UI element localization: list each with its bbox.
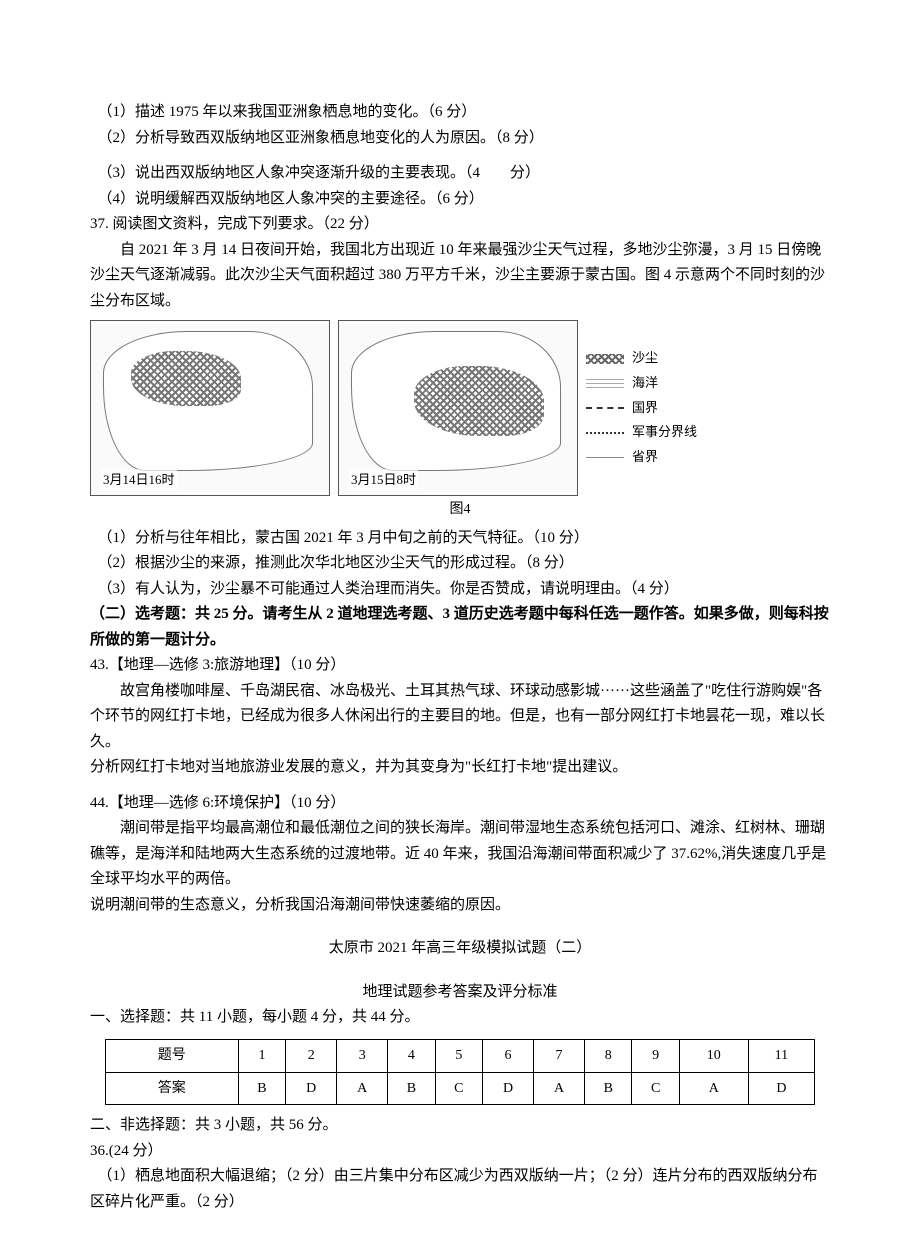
q43-task: 分析网红打卡地对当地旅游业发展的意义，并为其变身为"长红打卡地"提出建议。 — [90, 755, 830, 781]
q36-sub3: （3）说出西双版纳地区人象冲突逐渐升级的主要表现。（4 分） — [90, 161, 830, 187]
q37-sub1: （1）分析与往年相比，蒙古国 2021 年 3 月中旬之前的天气特征。（10 分… — [90, 526, 830, 552]
table-cell: D — [748, 1072, 815, 1105]
table-cell: 8 — [585, 1039, 632, 1072]
map-a: 3月14日16时 — [90, 320, 330, 496]
table-answer-label: 答案 — [105, 1072, 238, 1105]
q43-title: 43.【地理—选修 3:旅游地理】（10 分） — [90, 653, 830, 679]
answers-section-2: 二、非选择题：共 3 小题，共 56 分。 — [90, 1113, 830, 1139]
q44-para: 潮间带是指平均最高潮位和最低潮位之间的狭长海岸。潮间带湿地生态系统包括河口、滩涂… — [90, 816, 830, 893]
legend-dust-label: 沙尘 — [632, 346, 658, 371]
q37-title: 37. 阅读图文资料，完成下列要求。（22 分） — [90, 212, 830, 238]
table-cell: D — [483, 1072, 534, 1105]
table-cell: C — [435, 1072, 482, 1105]
table-cell: A — [534, 1072, 585, 1105]
table-cell: 5 — [435, 1039, 482, 1072]
legend-border-label: 国界 — [632, 396, 658, 421]
legend-border-icon — [586, 407, 624, 409]
table-row-answers: 答案 B D A B C D A B C A D — [105, 1072, 814, 1105]
table-row-header: 题号 1 2 3 4 5 6 7 8 9 10 11 — [105, 1039, 814, 1072]
q36-sub2: （2）分析导致西双版纳地区亚洲象栖息地变化的人为原因。（8 分） — [90, 126, 830, 152]
answers-section-1: 一、选择题：共 11 小题，每小题 4 分，共 44 分。 — [90, 1005, 830, 1031]
q36-sub1: （1）描述 1975 年以来我国亚洲象栖息地的变化。（6 分） — [90, 100, 830, 126]
q37-sub3: （3）有人认为，沙尘暴不可能通过人类治理而消失。你是否赞成，请说明理由。（4 分… — [90, 577, 830, 603]
answer-36-p1: （1）栖息地面积大幅退缩；（2 分）由三片集中分布区减少为西双版纳一片；（2 分… — [90, 1164, 830, 1215]
legend-province-icon — [586, 457, 624, 458]
table-cell: C — [632, 1072, 679, 1105]
legend-province-label: 省界 — [632, 445, 658, 470]
table-cell: B — [585, 1072, 632, 1105]
legend-sea-icon — [586, 378, 624, 388]
q43-para: 故宫角楼咖啡屋、千岛湖民宿、冰岛极光、土耳其热气球、环球动感影城······这些… — [90, 679, 830, 756]
table-cell: 4 — [388, 1039, 435, 1072]
map-b: 3月15日8时 — [338, 320, 578, 496]
legend-dust-icon — [586, 354, 624, 364]
q36-sub4: （4）说明缓解西双版纳地区人象冲突的主要途径。（6 分） — [90, 187, 830, 213]
table-cell: A — [679, 1072, 748, 1105]
figure-caption: 图4 — [90, 498, 830, 522]
q37-para1: 自 2021 年 3 月 14 日夜间开始，我国北方出现近 10 年来最强沙尘天… — [90, 238, 830, 315]
table-cell: 6 — [483, 1039, 534, 1072]
q44-task: 说明潮间带的生态意义，分析我国沿海潮间带快速萎缩的原因。 — [90, 893, 830, 919]
table-cell: 3 — [337, 1039, 388, 1072]
table-cell: A — [337, 1072, 388, 1105]
table-cell: 1 — [238, 1039, 285, 1072]
q44-title: 44.【地理—选修 6:环境保护】（10 分） — [90, 791, 830, 817]
table-cell: 2 — [286, 1039, 337, 1072]
answers-title-1: 太原市 2021 年高三年级模拟试题（二） — [90, 936, 830, 962]
map-legend: 沙尘 海洋 国界 军事分界线 省界 — [586, 346, 697, 469]
legend-mline-label: 军事分界线 — [632, 420, 697, 445]
map-a-label: 3月14日16时 — [101, 469, 177, 491]
table-cell: B — [388, 1072, 435, 1105]
table-cell: 10 — [679, 1039, 748, 1072]
answer-36-title: 36.(24 分） — [90, 1139, 830, 1165]
table-cell: D — [286, 1072, 337, 1105]
optional-questions-title: （二）选考题：共 25 分。请考生从 2 道地理选考题、3 道历史选考题中每科任… — [90, 602, 830, 653]
q37-sub2: （2）根据沙尘的来源，推测此次华北地区沙尘天气的形成过程。（8 分） — [90, 551, 830, 577]
legend-sea-label: 海洋 — [632, 371, 658, 396]
legend-mline-icon — [586, 432, 624, 434]
table-cell: 9 — [632, 1039, 679, 1072]
figure-4: 3月14日16时 3月15日8时 沙尘 海洋 国界 军事分界线 省界 — [90, 320, 830, 496]
answers-title-2: 地理试题参考答案及评分标准 — [90, 980, 830, 1006]
table-cell: B — [238, 1072, 285, 1105]
table-header-label: 题号 — [105, 1039, 238, 1072]
map-b-label: 3月15日8时 — [349, 469, 418, 491]
table-cell: 11 — [748, 1039, 815, 1072]
answers-table: 题号 1 2 3 4 5 6 7 8 9 10 11 答案 B D A B C … — [105, 1039, 815, 1106]
table-cell: 7 — [534, 1039, 585, 1072]
